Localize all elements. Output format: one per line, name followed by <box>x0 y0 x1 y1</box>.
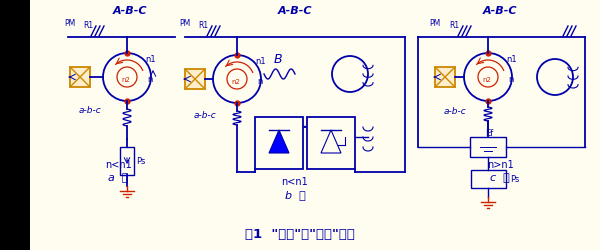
Text: n2: n2 <box>122 77 130 83</box>
Text: R1: R1 <box>449 21 459 30</box>
Text: n: n <box>147 75 152 84</box>
Text: PM: PM <box>179 19 191 28</box>
Bar <box>470 170 505 188</box>
Text: R1: R1 <box>83 21 93 30</box>
Text: A-B-C: A-B-C <box>483 6 517 16</box>
Text: A-B-C: A-B-C <box>278 6 312 16</box>
Text: n: n <box>508 75 514 84</box>
Text: a-b-c: a-b-c <box>79 106 101 114</box>
Text: b  ）: b ） <box>284 189 305 199</box>
Text: n2: n2 <box>232 79 241 85</box>
Text: n<n1: n<n1 <box>104 159 131 169</box>
Text: R1: R1 <box>198 21 208 30</box>
Text: a-b-c: a-b-c <box>443 106 466 116</box>
Bar <box>470 138 506 157</box>
Bar <box>185 70 205 90</box>
Bar <box>255 118 303 169</box>
Text: PM: PM <box>430 19 440 28</box>
Text: n1: n1 <box>145 55 155 64</box>
Text: n>n1: n>n1 <box>487 159 514 169</box>
Text: n: n <box>257 77 262 86</box>
Text: Ef: Ef <box>485 128 493 138</box>
Bar <box>435 68 455 88</box>
Text: B: B <box>274 53 283 66</box>
Text: PM: PM <box>64 19 76 28</box>
Bar <box>307 118 355 169</box>
Text: n1: n1 <box>506 55 517 64</box>
Text: n1: n1 <box>255 57 266 66</box>
Text: A-B-C: A-B-C <box>113 6 147 16</box>
Text: a-b-c: a-b-c <box>194 110 217 120</box>
Polygon shape <box>269 130 289 154</box>
Text: c  ）: c ） <box>490 172 510 182</box>
Text: Ps: Ps <box>510 175 520 184</box>
Bar <box>0 0 30 250</box>
Bar <box>120 148 134 175</box>
Text: 图1  "单馈"与"双馈"电机: 图1 "单馈"与"双馈"电机 <box>245 227 355 240</box>
Text: a  ）: a ） <box>108 172 128 182</box>
Bar <box>70 68 90 88</box>
Text: n<n1: n<n1 <box>281 176 308 186</box>
Text: Ps: Ps <box>136 157 145 166</box>
Text: n2: n2 <box>482 77 491 83</box>
Polygon shape <box>321 130 341 154</box>
